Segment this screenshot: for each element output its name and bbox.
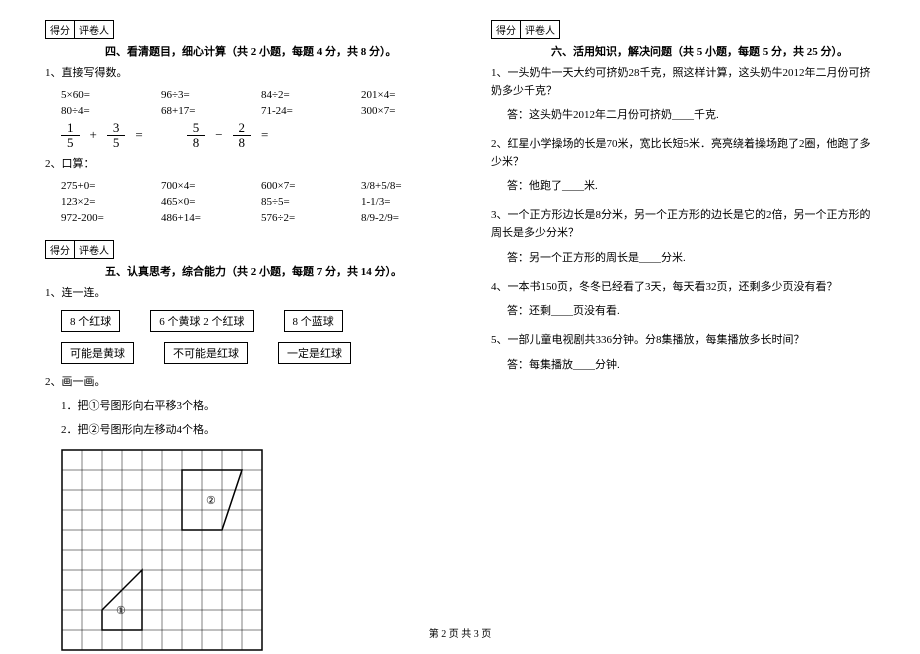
calc: 972-200= — [61, 212, 161, 224]
s5-q1-label: 1、连一连。 — [45, 285, 461, 303]
calc: 8/9-2/9= — [361, 212, 461, 224]
s6-a2: 答：他跑了____米. — [507, 177, 875, 193]
fraction-row: 1 5 + 3 5 = 5 8 − 2 8 — [61, 121, 461, 151]
wordbox: 6 个黄球 2 个红球 — [150, 310, 253, 332]
calc: 275+0= — [61, 180, 161, 192]
s6-q3: 3、一个正方形边长是8分米，另一个正方形的边长是它的2倍，另一个正方形的周长是多… — [491, 207, 875, 242]
calc: 71-24= — [261, 105, 361, 117]
calc: 3/8+5/8= — [361, 180, 461, 192]
s5-q2-a: 1．把①号图形向右平移3个格。 — [61, 398, 461, 416]
score-box: 得分 评卷人 — [45, 240, 114, 259]
calc-row: 80÷4= 68+17= 71-24= 300×7= — [61, 105, 461, 117]
wordbox: 8 个红球 — [61, 310, 120, 332]
s6-a1: 答：这头奶牛2012年二月份可挤奶____千克. — [507, 106, 875, 122]
grader-label: 评卷人 — [75, 21, 113, 38]
grid-diagram: ①② — [61, 449, 263, 651]
equals: = — [131, 127, 146, 143]
calc: 1-1/3= — [361, 196, 461, 208]
calc: 123×2= — [61, 196, 161, 208]
calc-row: 123×2= 465×0= 85÷5= 1-1/3= — [61, 196, 461, 208]
s6-a5: 答：每集播放____分钟. — [507, 356, 875, 372]
calc-row: 5×60= 96÷3= 84÷2= 201×4= — [61, 89, 461, 101]
wordbox: 一定是红球 — [278, 342, 351, 364]
s5-q2-label: 2、画一画。 — [45, 374, 461, 392]
wordbox: 8 个蓝球 — [284, 310, 343, 332]
score-box: 得分 评卷人 — [45, 20, 114, 39]
calc: 600×7= — [261, 180, 361, 192]
s6-q5: 5、一部儿童电视剧共336分钟。分8集播放，每集播放多长时间？ — [491, 332, 875, 350]
s6-q2: 2、红星小学操场的长是70米，宽比长短5米．亮亮绕着操场跑了2圈，他跑了多少米？ — [491, 136, 875, 171]
fraction: 1 5 — [61, 121, 80, 151]
grader-label: 评卷人 — [521, 21, 559, 38]
equals: = — [257, 127, 272, 143]
s6-a4: 答：还剩____页没有看. — [507, 302, 875, 318]
s6-a3: 答：另一个正方形的周长是____分米. — [507, 249, 875, 265]
s6-q4: 4、一本书150页，冬冬已经看了3天，每天看32页，还剩多少页没有看？ — [491, 279, 875, 297]
calc: 5×60= — [61, 89, 161, 101]
wordbox: 可能是黄球 — [61, 342, 134, 364]
fraction: 2 8 — [233, 121, 252, 151]
page-footer: 第 2 页 共 3 页 — [0, 625, 920, 640]
calc: 68+17= — [161, 105, 261, 117]
calc-row: 972-200= 486+14= 576÷2= 8/9-2/9= — [61, 212, 461, 224]
grader-label: 评卷人 — [75, 241, 113, 258]
calc-row: 275+0= 700×4= 600×7= 3/8+5/8= — [61, 180, 461, 192]
s6-q1: 1、一头奶牛一天大约可挤奶28千克，照这样计算，这头奶牛2012年二月份可挤奶多… — [491, 65, 875, 100]
s5-q2-b: 2．把②号图形向左移动4个格。 — [61, 422, 461, 440]
svg-text:①: ① — [116, 605, 126, 617]
score-label: 得分 — [492, 21, 521, 38]
q2-label: 2、口算： — [45, 156, 461, 174]
q1-label: 1、直接写得数。 — [45, 65, 461, 83]
calc: 486+14= — [161, 212, 261, 224]
fraction: 5 8 — [187, 121, 206, 151]
section4-title: 四、看清题目，细心计算（共 2 小题，每题 4 分，共 8 分）。 — [105, 43, 461, 59]
section5-title: 五、认真思考，综合能力（共 2 小题，每题 7 分，共 14 分）。 — [105, 263, 461, 279]
match-row-a: 8 个红球 6 个黄球 2 个红球 8 个蓝球 — [61, 310, 461, 332]
calc: 84÷2= — [261, 89, 361, 101]
score-label: 得分 — [46, 241, 75, 258]
score-box: 得分 评卷人 — [491, 20, 560, 39]
calc: 300×7= — [361, 105, 461, 117]
calc: 700×4= — [161, 180, 261, 192]
match-row-b: 可能是黄球 不可能是红球 一定是红球 — [61, 342, 461, 364]
calc: 465×0= — [161, 196, 261, 208]
score-label: 得分 — [46, 21, 75, 38]
operator: + — [86, 127, 101, 143]
calc: 80÷4= — [61, 105, 161, 117]
wordbox: 不可能是红球 — [164, 342, 248, 364]
fraction: 3 5 — [107, 121, 126, 151]
calc: 576÷2= — [261, 212, 361, 224]
calc: 85÷5= — [261, 196, 361, 208]
section6-title: 六、活用知识，解决问题（共 5 小题，每题 5 分，共 25 分）。 — [551, 43, 875, 59]
calc: 201×4= — [361, 89, 461, 101]
svg-text:②: ② — [206, 495, 216, 507]
calc: 96÷3= — [161, 89, 261, 101]
operator: − — [211, 127, 226, 143]
